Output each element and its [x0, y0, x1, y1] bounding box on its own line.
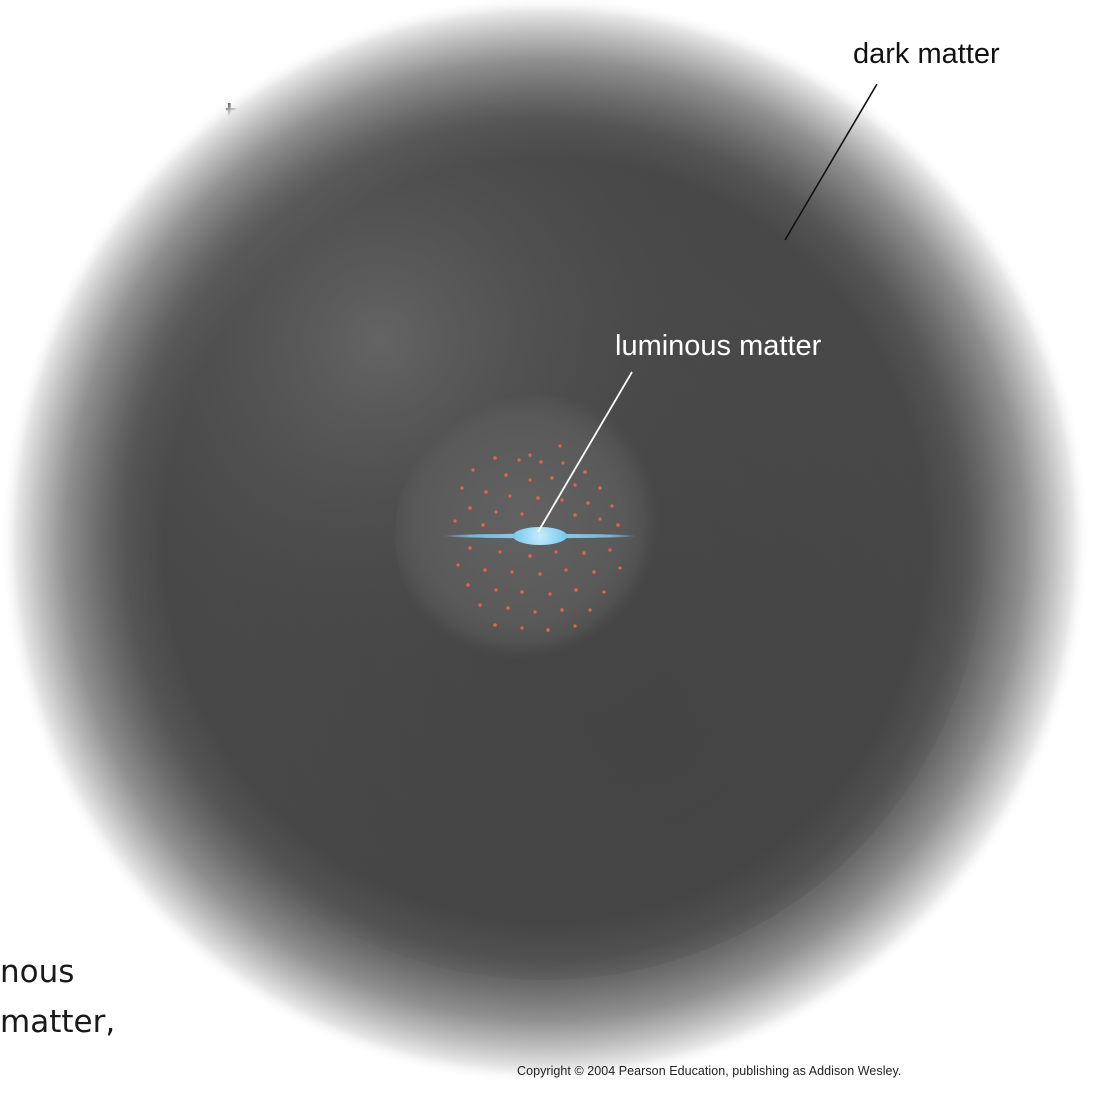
- galactic-bulge: [513, 527, 567, 545]
- dark-matter-label: dark matter: [853, 38, 1000, 70]
- slide-text-fragment: matter,: [0, 1004, 116, 1040]
- luminous-matter-label: luminous matter: [615, 330, 822, 362]
- copyright-notice: Copyright © 2004 Pearson Education, publ…: [517, 1064, 902, 1078]
- slide-text-fragment: nous: [0, 954, 75, 990]
- dark-matter-leader-line: [784, 83, 878, 241]
- halo-stars: [453, 444, 622, 632]
- luminous-matter-leader-line: [537, 371, 633, 533]
